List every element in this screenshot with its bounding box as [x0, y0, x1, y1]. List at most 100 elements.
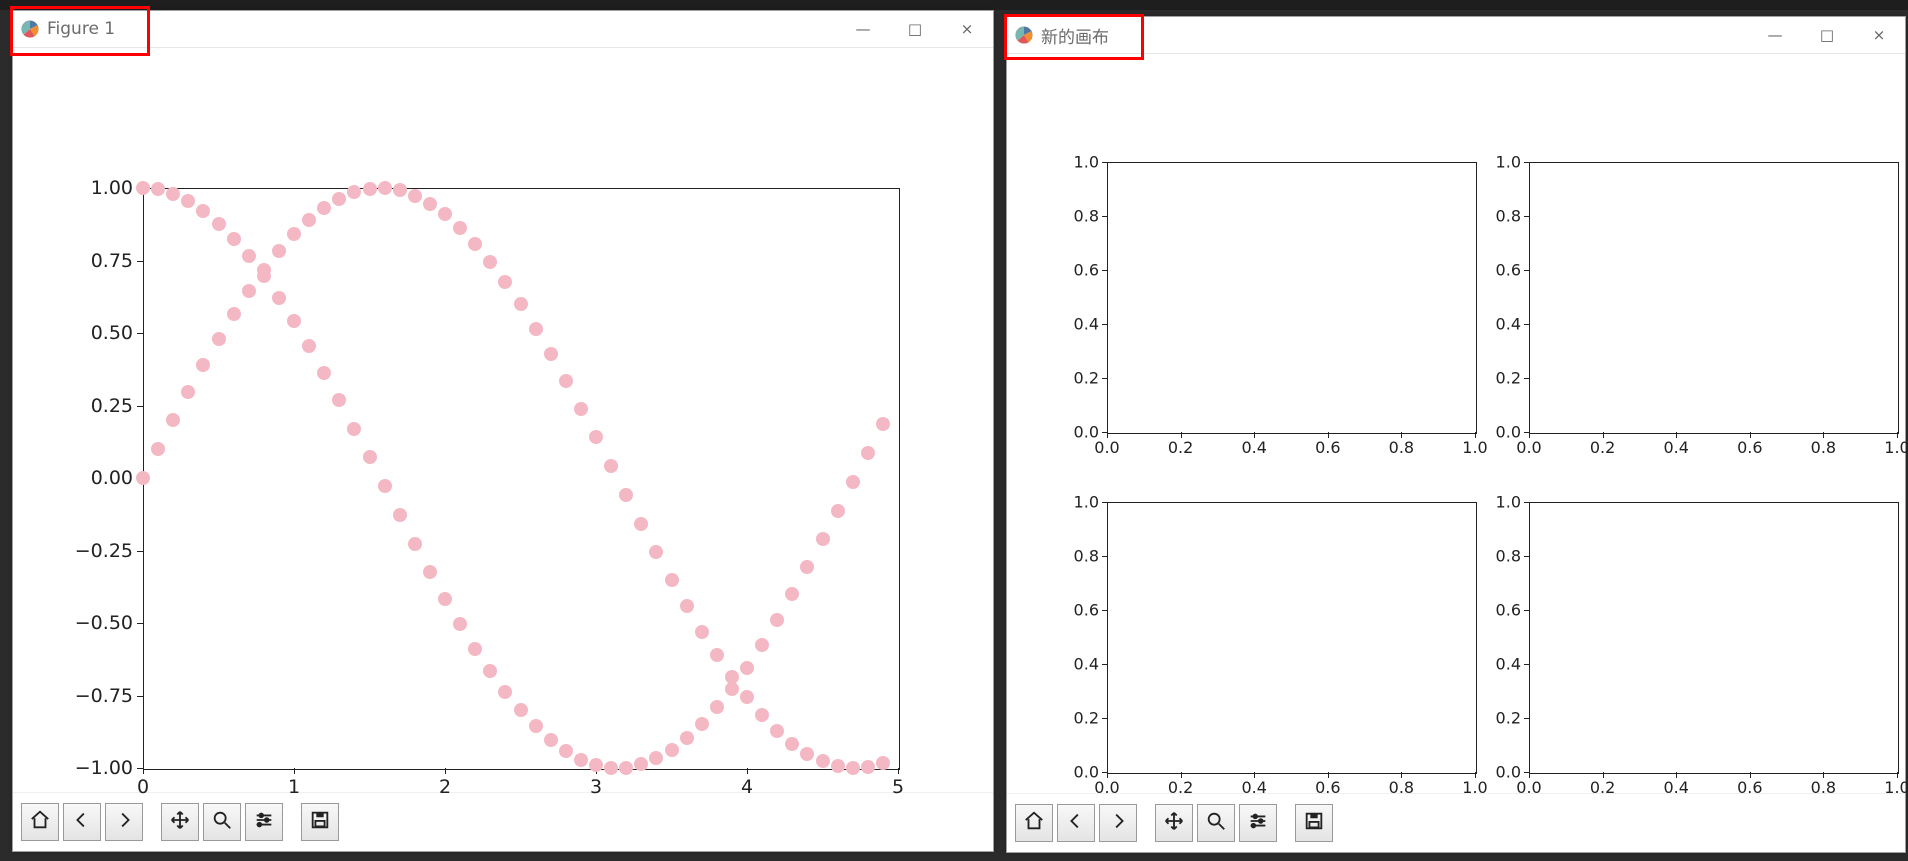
- zoom-button[interactable]: [1197, 804, 1235, 842]
- minimize-button[interactable]: —: [1749, 17, 1801, 53]
- scatter-marker: [408, 189, 422, 203]
- matplotlib-toolbar: [13, 792, 993, 851]
- scatter-marker: [151, 442, 165, 456]
- scatter-marker: [604, 761, 618, 775]
- y-tick: [1524, 324, 1530, 325]
- save-button[interactable]: [1295, 804, 1333, 842]
- scatter-marker: [634, 517, 648, 531]
- titlebar[interactable]: 新的画布 — □ ×: [1007, 17, 1905, 54]
- home-icon: [1023, 810, 1045, 837]
- y-tick-label: 0.8: [1491, 207, 1521, 226]
- x-tick-label: 1.0: [1884, 438, 1908, 457]
- forward-button[interactable]: [1099, 804, 1137, 842]
- scatter-marker: [468, 237, 482, 251]
- maximize-button[interactable]: □: [1801, 17, 1853, 53]
- x-tick-label: 0.6: [1737, 778, 1762, 797]
- scatter-marker: [695, 625, 709, 639]
- subplot-axes: [1107, 162, 1477, 434]
- scatter-marker: [680, 731, 694, 745]
- scatter-marker: [574, 753, 588, 767]
- figure-window-2: 新的画布 — □ × 0.00.00.20.20.40.40.60.60.80.…: [1006, 16, 1906, 853]
- zoom-icon: [211, 809, 233, 836]
- y-tick: [137, 406, 143, 407]
- y-tick-label: 0.4: [1491, 315, 1521, 334]
- minimize-button[interactable]: —: [837, 11, 889, 47]
- y-tick: [1524, 270, 1530, 271]
- maximize-button[interactable]: □: [889, 11, 941, 47]
- save-button[interactable]: [301, 803, 339, 841]
- scatter-marker: [665, 743, 679, 757]
- scatter-marker: [785, 737, 799, 751]
- scatter-marker: [846, 475, 860, 489]
- scatter-marker: [574, 402, 588, 416]
- pan-button[interactable]: [1155, 804, 1193, 842]
- scatter-marker: [212, 217, 226, 231]
- x-tick: [445, 768, 446, 774]
- scatter-marker: [529, 322, 543, 336]
- scatter-marker: [227, 307, 241, 321]
- home-button[interactable]: [21, 803, 59, 841]
- scatter-marker: [272, 291, 286, 305]
- scatter-marker: [166, 187, 180, 201]
- y-tick: [1524, 664, 1530, 665]
- plot-canvas[interactable]: −1.00−0.75−0.50−0.250.000.250.500.751.00…: [13, 48, 993, 792]
- scatter-marker: [166, 413, 180, 427]
- back-icon: [71, 809, 93, 836]
- titlebar[interactable]: Figure 1 — □ ×: [13, 11, 993, 48]
- x-tick: [143, 768, 144, 774]
- scatter-marker: [196, 204, 210, 218]
- scatter-marker: [649, 545, 663, 559]
- x-tick-label: 1.0: [1462, 778, 1487, 797]
- scatter-marker: [665, 573, 679, 587]
- y-tick: [1524, 502, 1530, 503]
- matplotlib-icon: [21, 20, 39, 38]
- forward-button[interactable]: [105, 803, 143, 841]
- y-tick-label: 0.8: [1491, 547, 1521, 566]
- subplot-axes: [1529, 502, 1899, 774]
- y-tick-label: 1.0: [1069, 153, 1099, 172]
- home-button[interactable]: [1015, 804, 1053, 842]
- close-button[interactable]: ×: [941, 11, 993, 47]
- y-tick-label: 0.50: [73, 322, 133, 344]
- x-tick-label: 0.6: [1737, 438, 1762, 457]
- scatter-marker: [317, 201, 331, 215]
- scatter-marker: [227, 232, 241, 246]
- x-tick-label: 0.0: [1516, 438, 1541, 457]
- x-tick-label: 0.4: [1241, 438, 1266, 457]
- x-tick-label: 0.0: [1094, 778, 1119, 797]
- y-tick-label: 0.2: [1069, 709, 1099, 728]
- save-icon: [309, 809, 331, 836]
- back-button[interactable]: [63, 803, 101, 841]
- back-button[interactable]: [1057, 804, 1095, 842]
- x-tick-label: 1.0: [1884, 778, 1908, 797]
- scatter-marker: [181, 194, 195, 208]
- scatter-marker: [710, 648, 724, 662]
- x-tick-label: 4: [741, 776, 753, 798]
- scatter-marker: [740, 661, 754, 675]
- scatter-marker: [740, 690, 754, 704]
- x-tick: [898, 768, 899, 774]
- y-tick-label: 1.0: [1069, 493, 1099, 512]
- y-tick: [1524, 556, 1530, 557]
- plot-canvas[interactable]: 0.00.00.20.20.40.40.60.60.80.81.01.00.00…: [1007, 54, 1905, 793]
- y-tick: [1102, 270, 1108, 271]
- pan-button[interactable]: [161, 803, 199, 841]
- y-tick-label: 0.8: [1069, 207, 1099, 226]
- y-tick: [1102, 556, 1108, 557]
- close-button[interactable]: ×: [1853, 17, 1905, 53]
- scatter-marker: [770, 724, 784, 738]
- x-tick-label: 0: [137, 776, 149, 798]
- configure-button[interactable]: [245, 803, 283, 841]
- y-tick-label: 0.6: [1069, 601, 1099, 620]
- scatter-marker: [408, 537, 422, 551]
- scatter-marker: [680, 599, 694, 613]
- scatter-marker: [529, 719, 543, 733]
- zoom-button[interactable]: [203, 803, 241, 841]
- scatter-marker: [136, 181, 150, 195]
- y-tick-label: 0.25: [73, 395, 133, 417]
- y-tick: [137, 333, 143, 334]
- configure-button[interactable]: [1239, 804, 1277, 842]
- matplotlib-toolbar: [1007, 793, 1905, 852]
- scatter-marker: [498, 275, 512, 289]
- scatter-marker: [438, 207, 452, 221]
